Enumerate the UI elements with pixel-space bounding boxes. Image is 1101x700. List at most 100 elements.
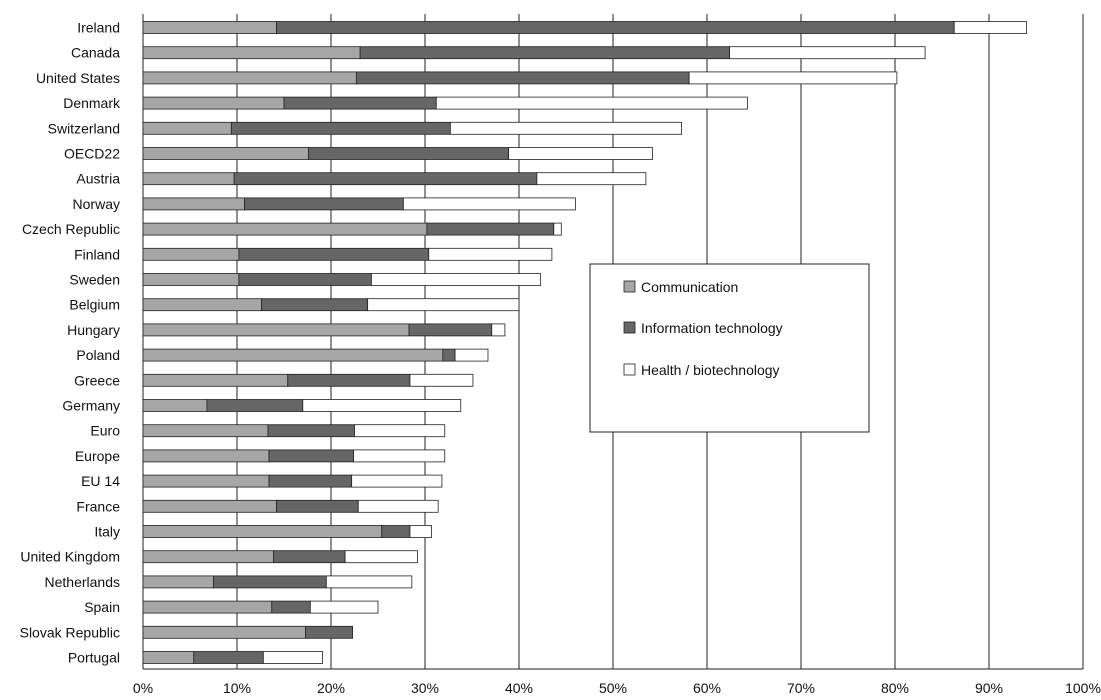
bar-france-health-biotechnology bbox=[357, 499, 439, 513]
bar-greece-information-technology bbox=[287, 373, 411, 387]
category-label-france: France bbox=[76, 498, 120, 514]
bar-austria-information-technology bbox=[233, 172, 538, 186]
bar-canada-information-technology bbox=[359, 46, 730, 60]
bar-euro-health-biotechnology bbox=[354, 424, 446, 438]
bar-poland-information-technology bbox=[442, 348, 456, 362]
bar-ireland-communication bbox=[142, 21, 277, 34]
legend-item-information-technology: Information technology bbox=[623, 320, 783, 336]
x-tick-label: 70% bbox=[787, 680, 815, 696]
bar-canada-health-biotechnology bbox=[729, 46, 926, 60]
bar-euro-communication bbox=[142, 424, 269, 438]
category-label-oecd22: OECD22 bbox=[64, 146, 120, 162]
bar-norway-communication bbox=[142, 197, 245, 211]
x-tick-label: 90% bbox=[975, 680, 1003, 696]
x-tick-label: 30% bbox=[411, 680, 439, 696]
bar-belgium-health-biotechnology bbox=[367, 298, 520, 312]
category-label-canada: Canada bbox=[71, 45, 120, 61]
bar-denmark-health-biotechnology bbox=[435, 96, 748, 110]
bar-spain-health-biotechnology bbox=[309, 600, 379, 614]
x-tick-label: 20% bbox=[317, 680, 345, 696]
bar-europe-communication bbox=[142, 449, 270, 463]
bar-united-kingdom-information-technology bbox=[273, 550, 346, 564]
bar-france-communication bbox=[142, 499, 277, 513]
bar-united-kingdom-health-biotechnology bbox=[344, 550, 418, 564]
category-label-united-states: United States bbox=[36, 70, 120, 86]
category-label-czech-republic: Czech Republic bbox=[22, 221, 120, 237]
category-label-germany: Germany bbox=[62, 398, 120, 414]
category-label-ireland: Ireland bbox=[77, 20, 120, 36]
bar-hungary-health-biotechnology bbox=[491, 323, 506, 337]
bar-eu-14-communication bbox=[142, 474, 270, 488]
category-label-euro: Euro bbox=[90, 423, 120, 439]
bar-switzerland-communication bbox=[142, 121, 232, 135]
bar-united-states-health-biotechnology bbox=[688, 71, 898, 85]
bar-italy-information-technology bbox=[381, 525, 411, 538]
bar-norway-information-technology bbox=[244, 197, 404, 211]
bar-slovak-republic-communication bbox=[142, 625, 307, 639]
category-label-slovak-republic: Slovak Republic bbox=[20, 624, 120, 640]
x-tick-label: 100% bbox=[1065, 680, 1101, 696]
category-label-portugal: Portugal bbox=[68, 650, 120, 666]
bar-austria-communication bbox=[142, 172, 235, 186]
bar-belgium-information-technology bbox=[261, 298, 369, 312]
category-label-switzerland: Switzerland bbox=[48, 120, 120, 136]
legend-swatch-health-biotechnology bbox=[623, 363, 636, 376]
bar-germany-communication bbox=[142, 399, 208, 412]
category-label-eu-14: EU 14 bbox=[81, 473, 120, 489]
x-tick-label: 60% bbox=[693, 680, 721, 696]
bar-slovak-republic-information-technology bbox=[305, 625, 354, 639]
bars-layer bbox=[142, 21, 1027, 664]
bar-poland-health-biotechnology bbox=[454, 348, 489, 362]
bar-italy-communication bbox=[142, 525, 383, 538]
bar-eu-14-health-biotechnology bbox=[351, 474, 443, 488]
x-tick-label: 80% bbox=[881, 680, 909, 696]
legend-label-communication: Communication bbox=[641, 279, 738, 295]
bar-netherlands-information-technology bbox=[213, 575, 327, 589]
bar-finland-communication bbox=[142, 247, 240, 261]
bar-greece-health-biotechnology bbox=[409, 373, 474, 387]
category-label-united-kingdom: United Kingdom bbox=[20, 549, 120, 565]
bar-denmark-communication bbox=[142, 96, 285, 110]
bar-sweden-health-biotechnology bbox=[371, 273, 542, 286]
bar-ireland-health-biotechnology bbox=[953, 21, 1027, 34]
x-tick-label: 0% bbox=[133, 680, 153, 696]
x-tick-label: 40% bbox=[505, 680, 533, 696]
bar-portugal-communication bbox=[142, 651, 195, 664]
bar-greece-communication bbox=[142, 373, 289, 387]
legend-item-communication: Communication bbox=[623, 279, 738, 295]
category-label-italy: Italy bbox=[94, 524, 120, 540]
bar-portugal-information-technology bbox=[193, 651, 264, 664]
bar-ireland-information-technology bbox=[276, 21, 955, 34]
legend-label-information-technology: Information technology bbox=[641, 320, 783, 336]
bar-oecd22-communication bbox=[142, 147, 309, 160]
category-labels: Ireland Canada United States Denmark Switzer… bbox=[20, 20, 121, 666]
category-label-sweden: Sweden bbox=[69, 272, 120, 288]
bar-sweden-information-technology bbox=[238, 273, 372, 286]
category-label-belgium: Belgium bbox=[69, 297, 120, 313]
category-label-spain: Spain bbox=[84, 599, 120, 615]
bar-oecd22-information-technology bbox=[308, 147, 510, 160]
category-label-norway: Norway bbox=[73, 196, 120, 212]
category-label-netherlands: Netherlands bbox=[45, 574, 121, 590]
bar-eu-14-information-technology bbox=[268, 474, 353, 488]
bar-united-kingdom-communication bbox=[142, 550, 275, 564]
bar-italy-health-biotechnology bbox=[409, 525, 432, 538]
category-label-hungary: Hungary bbox=[67, 322, 120, 338]
x-tick-label: 10% bbox=[223, 680, 251, 696]
bar-spain-information-technology bbox=[271, 600, 311, 614]
bar-belgium-communication bbox=[142, 298, 262, 312]
bar-norway-health-biotechnology bbox=[402, 197, 576, 211]
bar-finland-health-biotechnology bbox=[428, 247, 553, 261]
legend-swatch-communication bbox=[623, 280, 636, 293]
bar-czech-republic-health-biotechnology bbox=[553, 222, 562, 236]
category-label-austria: Austria bbox=[76, 171, 120, 187]
bar-switzerland-information-technology bbox=[230, 121, 451, 135]
category-label-denmark: Denmark bbox=[63, 95, 121, 111]
bar-germany-information-technology bbox=[206, 399, 304, 412]
bar-czech-republic-communication bbox=[142, 222, 428, 236]
bar-sweden-communication bbox=[142, 273, 240, 286]
bar-canada-communication bbox=[142, 46, 361, 60]
bar-spain-communication bbox=[142, 600, 273, 614]
category-label-poland: Poland bbox=[76, 347, 120, 363]
x-axis-ticks: 0% 10% 20% 30% 40% 50% 60% 70% 80% 90% 100% bbox=[133, 680, 1101, 696]
